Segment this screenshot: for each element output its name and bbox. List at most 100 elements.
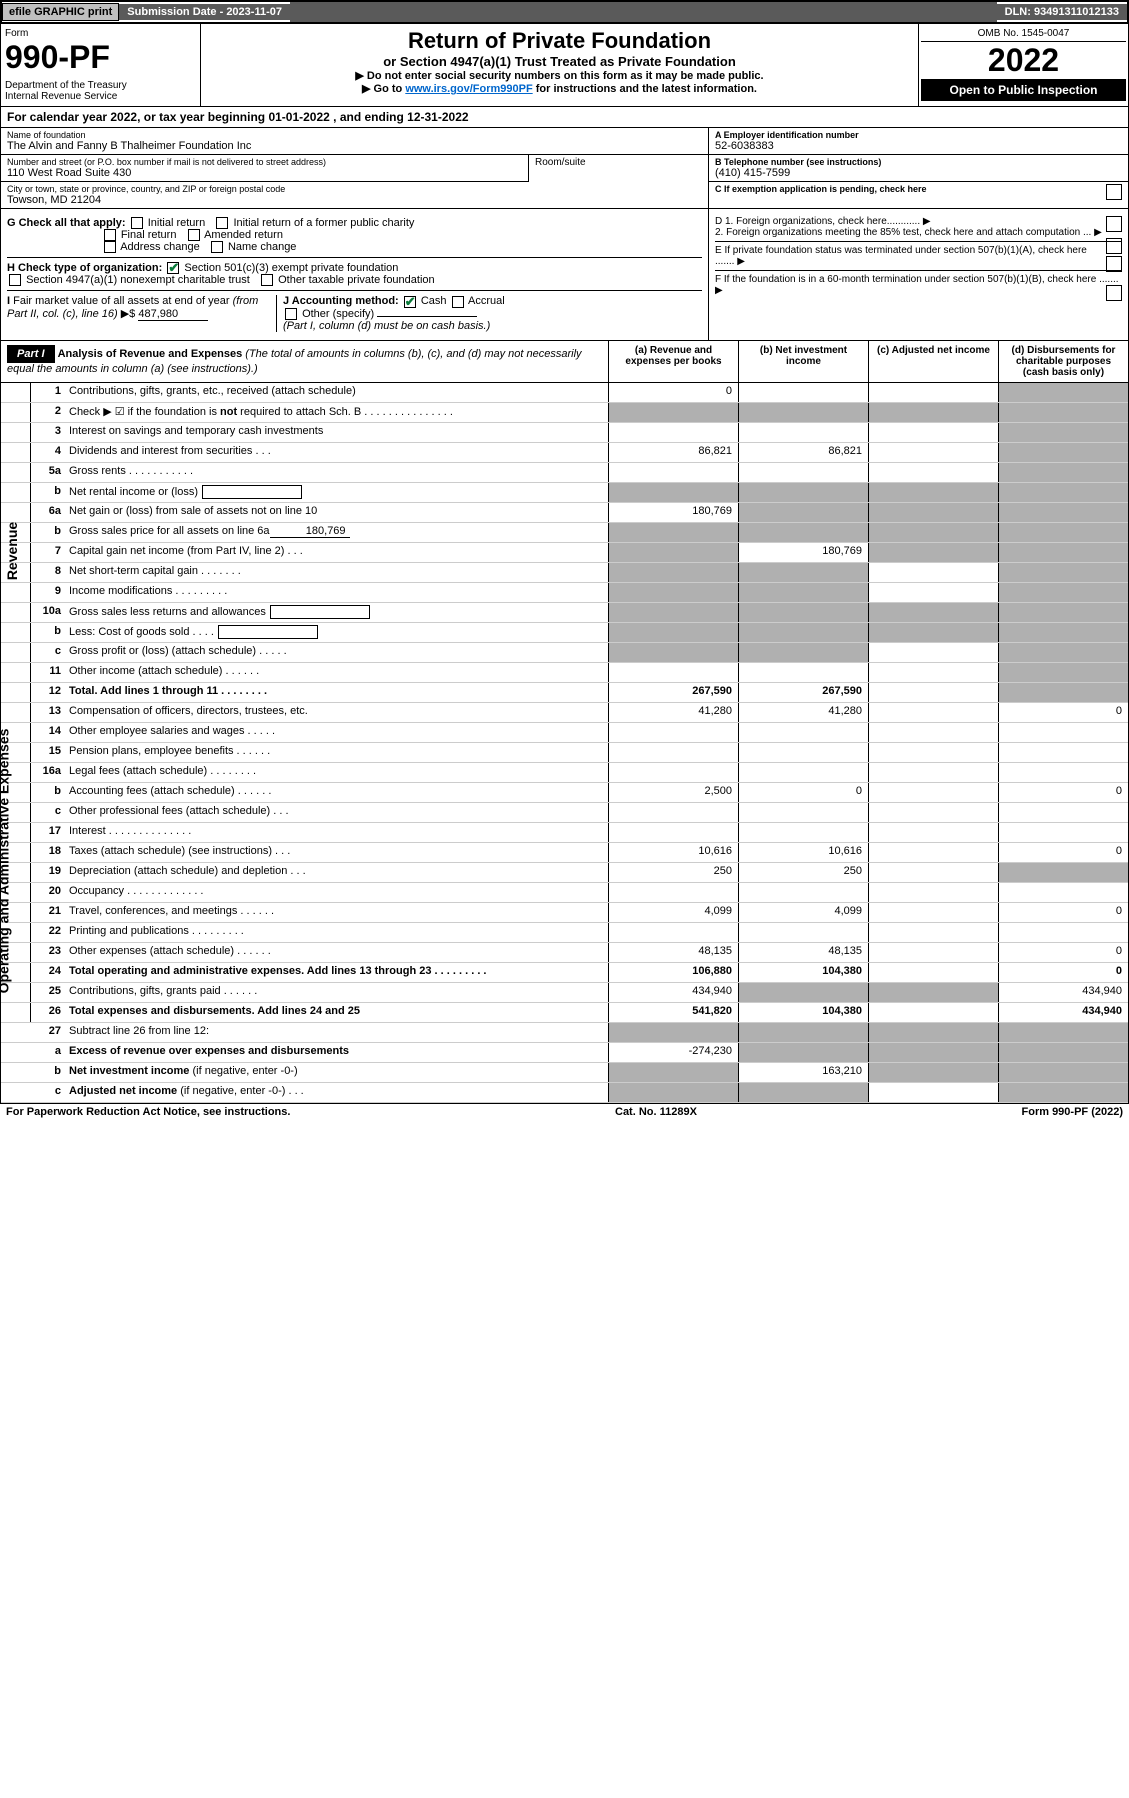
cell-c [868, 703, 998, 722]
part1-header: Part I Analysis of Revenue and Expenses … [0, 341, 1129, 383]
cell-a [608, 523, 738, 542]
j-other[interactable] [285, 308, 297, 320]
cell-d: 0 [998, 843, 1128, 862]
efile-print-button[interactable]: efile GRAPHIC print [2, 3, 119, 21]
line-number: 18 [31, 843, 65, 862]
cell-b [738, 923, 868, 942]
table-row: 18Taxes (attach schedule) (see instructi… [1, 843, 1128, 863]
line-number: 3 [31, 423, 65, 442]
side-cell [1, 743, 31, 762]
line-text: Contributions, gifts, grants paid . . . … [65, 983, 608, 1002]
table-row: 4Dividends and interest from securities … [1, 443, 1128, 463]
cell-d [998, 1023, 1128, 1042]
line-number: b [31, 483, 65, 502]
side-cell [1, 403, 31, 422]
table-row: bAccounting fees (attach schedule) . . .… [1, 783, 1128, 803]
j-cash[interactable] [404, 296, 416, 308]
table-row: Revenue1Contributions, gifts, grants, et… [1, 383, 1128, 403]
cell-c [868, 523, 998, 542]
col-a-header: (a) Revenue and expenses per books [608, 341, 738, 382]
g-name-change[interactable] [211, 241, 223, 253]
f-label: F If the foundation is in a 60-month ter… [715, 274, 1119, 285]
h-other-taxable[interactable] [261, 274, 273, 286]
cell-c [868, 483, 998, 502]
form-link[interactable]: www.irs.gov/Form990PF [405, 83, 532, 95]
g-address-change[interactable] [104, 241, 116, 253]
ein: 52-6038383 [715, 140, 1122, 152]
cell-d: 0 [998, 703, 1128, 722]
cell-b [738, 583, 868, 602]
g-amended[interactable] [188, 229, 200, 241]
cell-b: 250 [738, 863, 868, 882]
cell-c [868, 923, 998, 942]
line-number: 23 [31, 943, 65, 962]
cell-c [868, 1023, 998, 1042]
cell-a: 4,099 [608, 903, 738, 922]
cell-a [608, 1023, 738, 1042]
table-row: 3Interest on savings and temporary cash … [1, 423, 1128, 443]
cell-a [608, 483, 738, 502]
side-cell [1, 483, 31, 502]
cell-c [868, 863, 998, 882]
h-label: H Check type of organization: [7, 262, 162, 274]
j-accrual[interactable] [452, 296, 464, 308]
side-cell [1, 603, 31, 622]
g-final-return[interactable] [104, 229, 116, 241]
cell-c [868, 903, 998, 922]
side-cell [1, 843, 31, 862]
line-text: Net gain or (loss) from sale of assets n… [65, 503, 608, 522]
h-501c3[interactable] [167, 262, 179, 274]
g-initial-return[interactable] [131, 217, 143, 229]
cell-a [608, 463, 738, 482]
table-row: bNet investment income (if negative, ent… [1, 1063, 1128, 1083]
info-block: Name of foundation The Alvin and Fanny B… [0, 128, 1129, 209]
d1-checkbox[interactable] [1106, 216, 1122, 232]
ein-label: A Employer identification number [715, 130, 1122, 140]
h-4947[interactable] [9, 274, 21, 286]
calendar-year-line: For calendar year 2022, or tax year begi… [0, 107, 1129, 128]
line-text: Other income (attach schedule) . . . . .… [65, 663, 608, 682]
col-b-header: (b) Net investment income [738, 341, 868, 382]
cell-d [998, 523, 1128, 542]
line-number: 4 [31, 443, 65, 462]
e-checkbox[interactable] [1106, 256, 1122, 272]
cell-d: 0 [998, 963, 1128, 982]
cell-a: 267,590 [608, 683, 738, 702]
line-number: c [31, 643, 65, 662]
cell-b [738, 383, 868, 402]
f-checkbox[interactable] [1106, 285, 1122, 301]
cell-b: 104,380 [738, 1003, 868, 1022]
cell-c [868, 403, 998, 422]
cell-b [738, 663, 868, 682]
g-initial-public[interactable] [216, 217, 228, 229]
side-cell [1, 543, 31, 562]
side-cell [1, 583, 31, 602]
table-row: 19Depreciation (attach schedule) and dep… [1, 863, 1128, 883]
cell-d [998, 503, 1128, 522]
cell-b [738, 823, 868, 842]
dept: Department of the Treasury Internal Reve… [5, 80, 196, 102]
d2-checkbox[interactable] [1106, 238, 1122, 254]
table-row: 17Interest . . . . . . . . . . . . . . [1, 823, 1128, 843]
line-text: Total expenses and disbursements. Add li… [65, 1003, 608, 1022]
cell-a: 434,940 [608, 983, 738, 1002]
city-label: City or town, state or province, country… [7, 184, 702, 194]
cell-b [738, 803, 868, 822]
cell-c [868, 723, 998, 742]
line-text: Dividends and interest from securities .… [65, 443, 608, 462]
addr-label: Number and street (or P.O. box number if… [7, 157, 522, 167]
d2-label: 2. Foreign organizations meeting the 85%… [715, 227, 1091, 238]
cell-b [738, 1023, 868, 1042]
cell-d [998, 583, 1128, 602]
table-row: 7Capital gain net income (from Part IV, … [1, 543, 1128, 563]
table-row: 8Net short-term capital gain . . . . . .… [1, 563, 1128, 583]
cell-a: 10,616 [608, 843, 738, 862]
cell-d [998, 383, 1128, 402]
side-cell: Revenue [1, 383, 31, 402]
line-text: Interest . . . . . . . . . . . . . . [65, 823, 608, 842]
foot-cat: Cat. No. 11289X [615, 1106, 697, 1118]
form-header: Form 990-PF Department of the Treasury I… [0, 24, 1129, 107]
c-checkbox[interactable] [1106, 184, 1122, 200]
cell-a [608, 883, 738, 902]
cell-b [738, 643, 868, 662]
